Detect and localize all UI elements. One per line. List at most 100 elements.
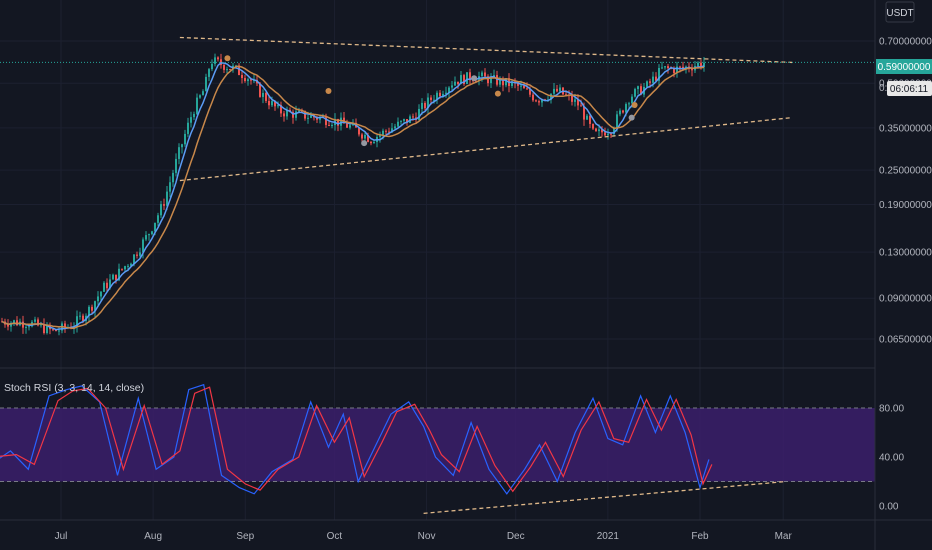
time-tick-label: 2021 (597, 531, 620, 542)
candle-body (436, 92, 438, 100)
candle-body (589, 115, 591, 124)
candle-body (526, 88, 528, 90)
candle-body (37, 319, 39, 326)
price-trendline (179, 116, 793, 182)
candle-body (646, 81, 648, 87)
candle-body (331, 125, 333, 127)
candle-body (679, 66, 681, 68)
current-price-tag (876, 59, 932, 74)
candle-body (538, 101, 540, 103)
candle-body (397, 121, 399, 127)
candle-body (274, 101, 276, 107)
countdown-label: 06:06:11 (890, 84, 929, 95)
candle-body (91, 306, 93, 311)
candle-body (460, 75, 462, 85)
candle-body (433, 99, 435, 101)
candle-body (154, 222, 156, 232)
candle-body (133, 254, 135, 264)
candle-body (121, 268, 123, 270)
candle-body (520, 85, 522, 87)
candle-body (634, 89, 636, 97)
candle-body (607, 133, 609, 136)
candle-body (43, 324, 45, 333)
rsi-line (0, 386, 713, 493)
candle-body (79, 315, 81, 317)
candle-body (382, 130, 384, 135)
candle-body (685, 66, 687, 69)
time-tick-label: Feb (691, 531, 709, 542)
candle-body (211, 63, 213, 70)
candle-body (565, 94, 567, 96)
candle-body (106, 282, 108, 289)
signal-marker (631, 102, 638, 109)
candle-body (268, 100, 270, 106)
candle-body (139, 252, 141, 256)
candle-body (571, 94, 573, 102)
candle-body (145, 235, 147, 240)
candle-body (670, 68, 672, 70)
rsi-tick-label: 40.00 (879, 453, 904, 464)
candle-body (628, 103, 630, 105)
candle-body (445, 92, 447, 94)
currency-button[interactable] (885, 1, 915, 23)
candle-body (109, 279, 111, 289)
candle-body (7, 324, 9, 327)
candle-body (394, 126, 396, 129)
candle-body (655, 76, 657, 81)
signal-marker (494, 90, 501, 97)
candle-body (148, 234, 150, 236)
candle-body (55, 329, 57, 332)
time-tick-label: Dec (507, 531, 525, 542)
candle-body (292, 111, 294, 118)
candle-body (418, 108, 420, 120)
candle-body (88, 306, 90, 316)
rsi-band (0, 408, 875, 482)
candle-body (325, 116, 327, 125)
candle-body (703, 62, 705, 68)
candle-body (100, 291, 102, 297)
candle-body (340, 117, 342, 126)
candle-body (523, 85, 525, 89)
price-tick-label: 0.13000000 (879, 248, 932, 259)
candle-body (697, 62, 699, 66)
candle-body (172, 172, 174, 183)
candle-body (16, 320, 18, 326)
candle-body (310, 115, 312, 118)
candle-body (337, 118, 339, 126)
candle-body (223, 64, 225, 70)
candle-body (661, 67, 663, 69)
candle-body (505, 78, 507, 86)
candle-body (94, 301, 96, 311)
candle-body (295, 111, 297, 118)
candle-body (427, 97, 429, 109)
candle-body (250, 79, 252, 81)
candle-body (361, 134, 363, 139)
candle-body (469, 72, 471, 81)
signal-marker (471, 75, 478, 82)
candle-body (676, 66, 678, 74)
candle-body (385, 130, 387, 132)
candle-body (373, 142, 375, 144)
candle-body (379, 134, 381, 137)
candle-body (649, 81, 651, 83)
candle-body (316, 117, 318, 120)
price-tick-label: 0.70000000 (879, 37, 932, 48)
candle-body (490, 76, 492, 84)
candle-body (349, 125, 351, 128)
candle-body (637, 86, 639, 90)
candle-body (622, 110, 624, 113)
candle-body (424, 102, 426, 109)
candle-body (151, 231, 153, 235)
candle-body (412, 116, 414, 118)
candle-body (22, 321, 24, 328)
candle-body (184, 133, 186, 145)
price-tick-label: 0.06500000 (879, 335, 932, 346)
candle-body (280, 105, 282, 114)
candle-body (556, 88, 558, 92)
candle-body (247, 79, 249, 82)
candle-body (625, 104, 627, 113)
candle-body (136, 254, 138, 256)
candle-body (658, 68, 660, 81)
